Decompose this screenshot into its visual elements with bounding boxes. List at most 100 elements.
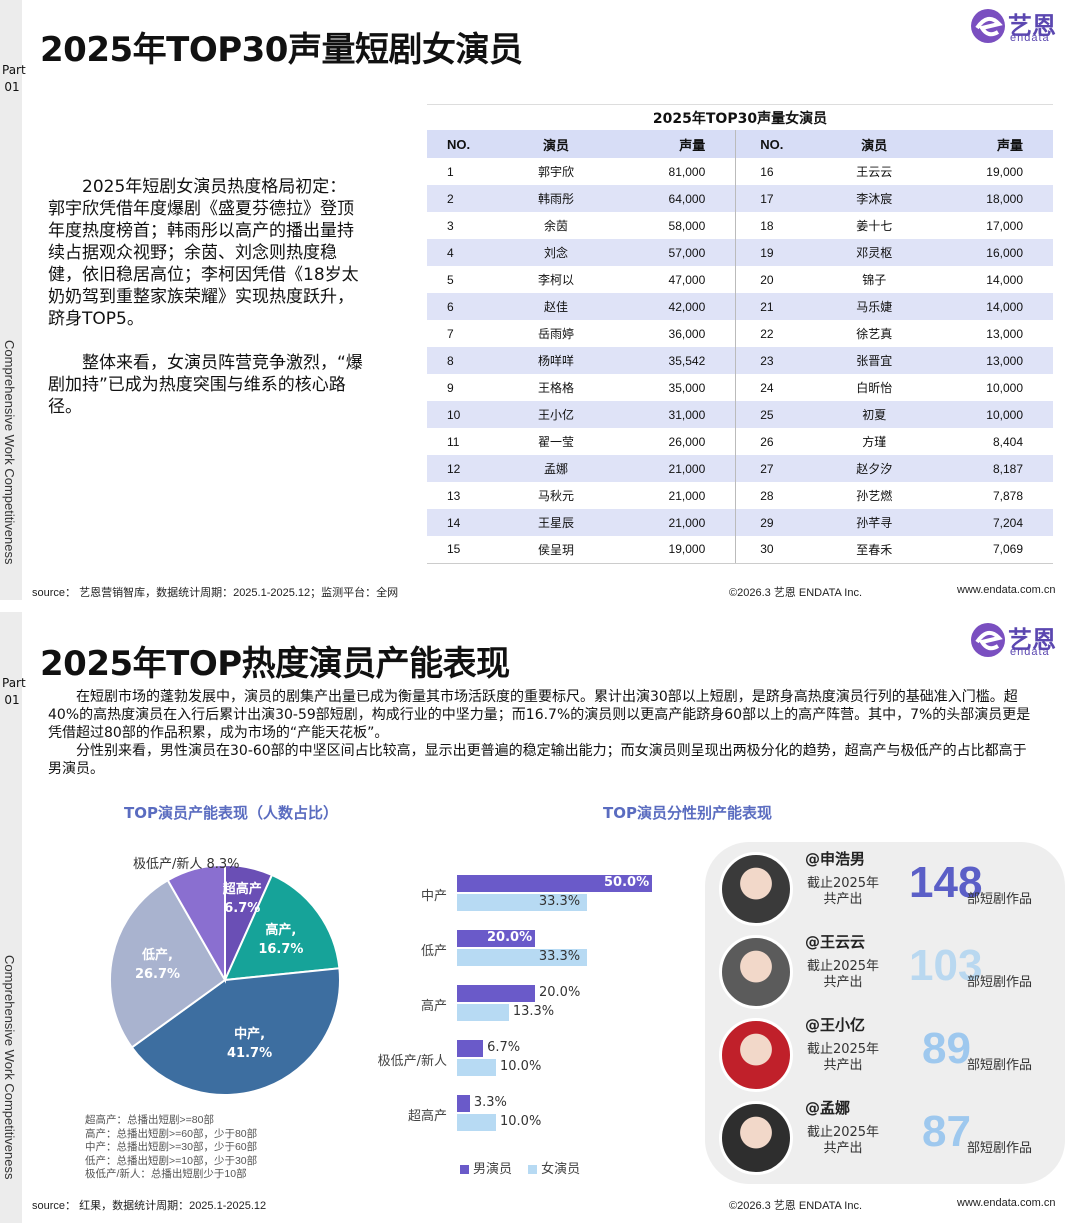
table-row: 9 王格格 35,000 24 白昕怡 10,000: [427, 374, 1053, 401]
actor-subtext: 截止2025年 共产出: [806, 959, 880, 990]
cell-rank: 30: [735, 536, 837, 564]
table-header-row: NO. 演员 声量 NO. 演员 声量: [427, 130, 1053, 158]
cell-actor: 徐艺真: [856, 327, 893, 341]
cell-rank: 13: [447, 488, 461, 503]
cell-actor: 初夏: [836, 401, 913, 428]
actor-count: 89: [922, 1024, 971, 1073]
cell-volume: 7,878: [992, 488, 1023, 503]
cell-actor: 赵夕汐: [836, 455, 913, 482]
cell-volume: 10,000: [986, 380, 1023, 395]
cell-actor: 余茵: [543, 219, 568, 233]
cell-actor: 孙艺燃: [856, 489, 893, 503]
legend-swatch-male: [460, 1165, 469, 1174]
cell-rank: 21: [735, 293, 837, 320]
bar-category-label: 中产: [420, 889, 447, 904]
avatar: [719, 935, 793, 1009]
table-title: 2025年TOP30声量女演员: [427, 104, 1053, 130]
cell-rank: 1: [447, 164, 454, 179]
logo-text-cn: 艺恩: [1008, 12, 1056, 40]
actor-name: @孟娜: [805, 1099, 851, 1117]
cell-volume: 13,000: [986, 326, 1023, 341]
bar-legend: 男演员 女演员: [460, 1158, 580, 1177]
header-actor: 演员: [517, 130, 594, 158]
pie-label-value: 26.7%: [134, 967, 181, 983]
cell-actor: 马乐婕: [836, 293, 913, 320]
cell-volume: 26,000: [668, 434, 706, 449]
pie-slice: [223, 873, 341, 982]
bar-female: [457, 894, 587, 911]
page-title: 2025年TOP30声量短剧女演员: [40, 30, 523, 70]
header-actor: 演员: [836, 130, 913, 158]
actor-unit: 部短剧作品: [967, 975, 1033, 990]
cell-volume: 16,000: [912, 239, 1053, 266]
actor-name: @王云云: [805, 933, 866, 951]
actor-card: @王云云截止2025年 共产出 103 部短剧作品: [719, 931, 1059, 1013]
table-row: 4 刘念 57,000 19 邓灵枢 16,000: [427, 239, 1053, 266]
cell-rank: 29: [735, 509, 837, 536]
legend-note-line: 中产：总播出短剧>=30部，少于60部: [85, 1141, 258, 1153]
cell-volume: 47,000: [668, 272, 706, 287]
bar-female: [457, 1059, 496, 1076]
bar-value-label: 50.0%: [604, 875, 650, 890]
cell-volume: 42,000: [593, 293, 736, 320]
cell-volume: 81,000: [668, 164, 706, 179]
cell-rank: 17: [735, 185, 837, 212]
pie-label-name: 低产,: [142, 948, 173, 964]
logo-text-en: endata: [1010, 32, 1050, 44]
cell-actor: 王星辰: [517, 509, 594, 536]
bar-chart-title: TOP演员分性别产能表现: [603, 804, 772, 822]
bar-male: [457, 875, 652, 892]
cell-actor: 马秋元: [537, 489, 574, 503]
avatar: [719, 1101, 793, 1175]
legend-note-line: 极低产/新人：总播出短剧少于10部: [85, 1168, 247, 1180]
legend-note-line: 低产：总播出短剧>=10部，少于30部: [85, 1154, 258, 1167]
part-label-bottom: Part 01: [2, 675, 26, 709]
cell-volume: 31,000: [593, 401, 736, 428]
cell-volume: 58,000: [668, 218, 706, 233]
cell-rank: 4: [427, 239, 518, 266]
actor-count: 103: [909, 941, 983, 990]
cell-actor: 张晋宜: [836, 347, 913, 374]
actor-card: @王小亿 截止2025年 共产出 89 部短剧作品: [719, 1014, 1059, 1096]
cell-volume: 19,000: [593, 536, 736, 564]
cell-volume: 21,000: [593, 455, 736, 482]
table-row: 13 马秋元 21,000 28 孙艺燃 7,878: [427, 482, 1053, 509]
table-row: 12 孟娜 21,000 27 赵夕汐 8,187: [427, 455, 1053, 482]
intro-text: 2025年短剧女演员热度格局初定：郭宇欣凭借年度爆剧《盛夏芬德拉》登顶年度热度榜…: [48, 176, 363, 418]
cell-actor: 孙芊寻: [836, 509, 913, 536]
bar-category-label: 低产: [420, 944, 447, 959]
vertical-label: Comprehensive Work Competitiveness: [2, 340, 17, 565]
pie-label: 低产, 26.7%: [128, 946, 188, 984]
cell-actor: 方瑾: [862, 435, 887, 449]
pie-label: 超高产 6.7%: [212, 880, 272, 918]
bar-value-label: 20.0%: [487, 930, 533, 945]
cell-actor: 邓灵枢: [836, 239, 913, 266]
analysis-paragraph-1: 在短剧市场的蓬勃发展中，演员的剧集产出量已成为衡量其市场活跃度的重要标尺。累计出…: [48, 689, 1031, 741]
cell-actor: 韩雨彤: [517, 185, 594, 212]
bar-male: [457, 985, 535, 1002]
actor-unit: 部短剧作品: [967, 892, 1033, 907]
intro-paragraph-1: 2025年短剧女演员热度格局初定：郭宇欣凭借年度爆剧《盛夏芬德拉》登顶年度热度榜…: [48, 177, 359, 329]
logo-text-en: endata: [1010, 646, 1050, 658]
cell-rank: 18: [735, 212, 837, 239]
cell-volume: 8,404: [992, 434, 1023, 449]
source-note: source： 艺恩营销智库，数据统计周期：2025.1-2025.12；监测平…: [32, 587, 399, 599]
cell-rank: 24: [735, 374, 837, 401]
cell-volume: 14,000: [986, 272, 1023, 287]
cell-rank: 27: [735, 455, 837, 482]
pie-label-name: 高产,: [265, 922, 297, 938]
cell-rank: 2: [427, 185, 518, 212]
cell-volume: 7,204: [912, 509, 1053, 536]
table-row: 11 翟一莹 26,000 26 方瑾 8,404: [427, 428, 1053, 455]
bar-category-label: 高产: [420, 999, 447, 1014]
bar-value-label: 20.0%: [539, 985, 581, 1000]
cell-volume: 35,542: [593, 347, 736, 374]
vertical-label: Comprehensive Work Competitiveness: [2, 955, 17, 1180]
cell-rank: 16: [735, 158, 837, 185]
cell-rank: 10: [427, 401, 518, 428]
cell-volume: 64,000: [593, 185, 736, 212]
legend-note-line: 超高产：总播出短剧>=80部: [85, 1114, 214, 1126]
table-grid: NO. 演员 声量 NO. 演员 声量 1 郭宇欣 81,000 16 王云云 19,00…: [427, 130, 1053, 564]
table-row: 10 王小亿 31,000 25 初夏 10,000: [427, 401, 1053, 428]
cell-rank: 26: [735, 428, 837, 455]
